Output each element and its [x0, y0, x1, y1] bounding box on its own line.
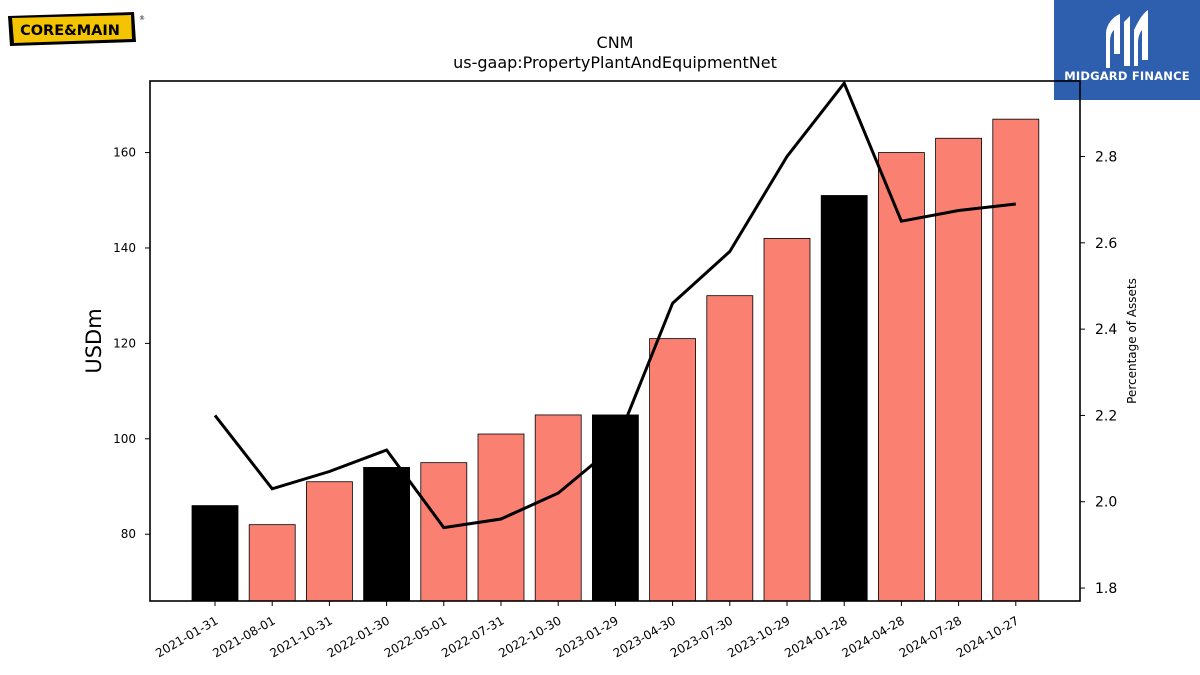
y-left-tick-label: 120 [113, 336, 136, 350]
y-axis-right-ticks: 1.8 2.0 2.2 2.4 2.6 2.8 [1080, 150, 1117, 597]
bar-2022-10-30 [534, 414, 582, 602]
y-axis-right-label: Percentage of Assets [1125, 278, 1139, 404]
x-tick-label: 2022-01-30 [325, 613, 392, 660]
x-tick-label: 2022-10-30 [496, 613, 563, 660]
y-right-tick-label: 2.8 [1095, 150, 1117, 166]
x-tick-label: 2023-07-30 [668, 613, 735, 660]
bars-group [191, 118, 1040, 602]
y-left-tick-label: 140 [113, 241, 136, 255]
bar-2021-10-31 [305, 481, 353, 602]
percentage-line [213, 81, 1016, 530]
y-left-tick-label: 160 [113, 146, 136, 160]
y-axis-left-label: USDm [82, 308, 106, 373]
x-tick-label: 2024-01-28 [782, 613, 849, 660]
chart-title: CNM [597, 33, 634, 52]
y-left-tick-label: 80 [121, 527, 136, 541]
midgard-finance-text: MIDGARD FINANCE [1064, 69, 1190, 83]
core-and-main-logo: CORE&MAIN ® [6, 6, 146, 56]
bar-2024-10-27 [992, 118, 1040, 602]
y-right-tick-label: 2.2 [1095, 408, 1117, 424]
bar-2023-07-30 [706, 295, 754, 602]
chart-subtitle: us-gaap:PropertyPlantAndEquipmentNet [453, 53, 777, 72]
y-right-tick-label: 1.8 [1095, 581, 1117, 597]
y-axis-left-ticks: 80 100 120 140 160 [113, 146, 150, 541]
x-tick-label: 2024-07-28 [897, 613, 964, 660]
x-tick-label: 2023-04-30 [611, 613, 678, 660]
y-right-tick-label: 2.6 [1095, 236, 1117, 252]
y-right-tick-label: 2.0 [1095, 495, 1117, 511]
x-tick-label: 2024-04-28 [839, 613, 906, 660]
midgard-finance-logo: MIDGARD FINANCE [1054, 0, 1200, 100]
bar-2023-10-29 [763, 238, 811, 602]
x-tick-label: 2021-01-31 [153, 613, 220, 660]
y-right-tick-label: 2.4 [1095, 322, 1117, 338]
registered-mark: ® [139, 15, 145, 22]
x-axis-ticks: 2021-01-312021-08-012021-10-312022-01-30… [153, 601, 1021, 660]
bar-2024-07-28 [935, 137, 982, 602]
logo-left-text: CORE&MAIN [20, 23, 120, 39]
x-tick-label: 2024-10-27 [954, 613, 1021, 660]
logo-left-fill [12, 15, 132, 43]
bar-2024-01-28 [820, 195, 868, 602]
y-left-tick-label: 100 [113, 432, 136, 446]
plot-frame [149, 80, 1081, 602]
x-tick-label: 2023-01-29 [553, 613, 620, 660]
x-tick-label: 2023-10-29 [725, 613, 792, 660]
x-tick-label: 2022-05-01 [382, 613, 449, 660]
bar-2023-04-30 [649, 338, 696, 602]
x-tick-label: 2021-08-01 [210, 613, 277, 660]
bar-2022-01-30 [363, 467, 411, 602]
bar-2022-05-01 [420, 462, 468, 602]
x-tick-label: 2022-07-31 [439, 613, 506, 660]
x-tick-label: 2021-10-31 [267, 613, 334, 660]
midgard-mark-icon [1106, 10, 1148, 68]
bar-2021-08-01 [248, 524, 296, 602]
bar-2024-04-28 [878, 152, 925, 602]
bar-2021-01-31 [191, 505, 239, 602]
